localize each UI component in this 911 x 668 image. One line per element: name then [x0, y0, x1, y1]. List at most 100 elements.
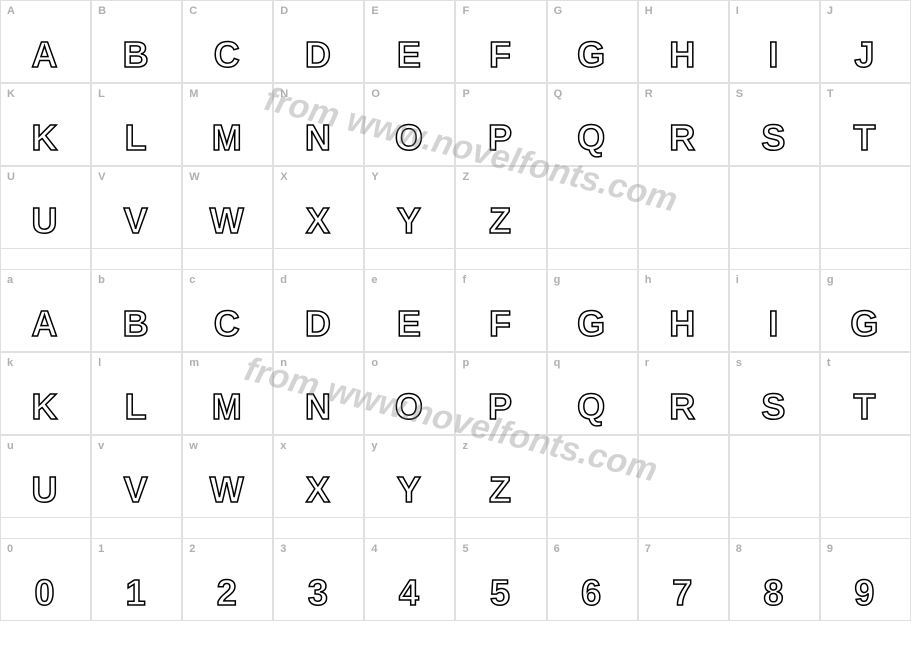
cell-label: h	[645, 274, 652, 286]
glyph-cell: WW	[182, 166, 273, 249]
spacer-cell	[455, 518, 546, 538]
cell-glyph: E	[365, 34, 454, 76]
cell-glyph: W	[183, 200, 272, 242]
cell-glyph: L	[92, 386, 181, 428]
cell-glyph: 3	[274, 572, 363, 614]
glyph-cell: 22	[182, 538, 273, 621]
cell-label: K	[7, 88, 15, 100]
spacer-cell	[182, 518, 273, 538]
cell-glyph: M	[183, 386, 272, 428]
cell-glyph: 7	[639, 572, 728, 614]
spacer-cell	[638, 518, 729, 538]
cell-glyph: U	[1, 200, 90, 242]
glyph-cell: BB	[91, 0, 182, 83]
glyph-cell: aA	[0, 269, 91, 352]
cell-glyph: P	[456, 386, 545, 428]
cell-label: b	[98, 274, 105, 286]
cell-label: E	[371, 5, 378, 17]
glyph-cell: mM	[182, 352, 273, 435]
glyph-cell: fF	[455, 269, 546, 352]
cell-glyph: Y	[365, 469, 454, 511]
spacer-cell	[0, 518, 91, 538]
cell-label: r	[645, 357, 649, 369]
cell-label: l	[98, 357, 101, 369]
spacer-cell	[820, 249, 911, 269]
glyph-cell: hH	[638, 269, 729, 352]
spacer-cell	[638, 249, 729, 269]
cell-label: u	[7, 440, 14, 452]
cell-label: g	[827, 274, 834, 286]
cell-label: C	[189, 5, 197, 17]
cell-glyph: F	[456, 303, 545, 345]
cell-label: f	[462, 274, 466, 286]
cell-glyph: T	[821, 386, 910, 428]
cell-glyph: B	[92, 303, 181, 345]
glyph-cell: tT	[820, 352, 911, 435]
cell-glyph: D	[274, 34, 363, 76]
cell-glyph: A	[1, 303, 90, 345]
glyph-cell: TT	[820, 83, 911, 166]
glyph-cell: DD	[273, 0, 364, 83]
cell-glyph: I	[730, 34, 819, 76]
cell-label: X	[280, 171, 287, 183]
cell-glyph: Y	[365, 200, 454, 242]
cell-glyph: K	[1, 117, 90, 159]
cell-glyph: E	[365, 303, 454, 345]
spacer-cell	[364, 518, 455, 538]
glyph-cell: uU	[0, 435, 91, 518]
spacer-cell	[182, 249, 273, 269]
cell-glyph: 9	[821, 572, 910, 614]
spacer-cell	[455, 249, 546, 269]
glyph-cell: sS	[729, 352, 820, 435]
cell-glyph: 6	[548, 572, 637, 614]
cell-label: G	[554, 5, 563, 17]
cell-label: L	[98, 88, 105, 100]
glyph-cell: JJ	[820, 0, 911, 83]
glyph-cell	[547, 435, 638, 518]
glyph-cell: rR	[638, 352, 729, 435]
cell-glyph: N	[274, 117, 363, 159]
cell-glyph: V	[92, 200, 181, 242]
cell-glyph: R	[639, 386, 728, 428]
cell-label: 0	[7, 543, 13, 555]
cell-label: y	[371, 440, 377, 452]
cell-label: F	[462, 5, 469, 17]
glyph-cell: EE	[364, 0, 455, 83]
glyph-cell: 77	[638, 538, 729, 621]
cell-label: a	[7, 274, 13, 286]
cell-label: 4	[371, 543, 377, 555]
cell-label: c	[189, 274, 195, 286]
glyph-cell: vV	[91, 435, 182, 518]
cell-label: g	[554, 274, 561, 286]
cell-glyph: 1	[92, 572, 181, 614]
cell-glyph: G	[548, 34, 637, 76]
spacer-cell	[273, 518, 364, 538]
glyph-cell: nN	[273, 352, 364, 435]
cell-glyph: D	[274, 303, 363, 345]
cell-glyph: C	[183, 34, 272, 76]
cell-label: O	[371, 88, 380, 100]
cell-glyph: Q	[548, 386, 637, 428]
cell-label: P	[462, 88, 469, 100]
cell-label: 6	[554, 543, 560, 555]
cell-glyph: C	[183, 303, 272, 345]
glyph-cell: kK	[0, 352, 91, 435]
glyph-cell: QQ	[547, 83, 638, 166]
spacer-cell	[729, 518, 820, 538]
cell-glyph: W	[183, 469, 272, 511]
glyph-cell	[638, 435, 729, 518]
glyph-cell	[547, 166, 638, 249]
glyph-cell: VV	[91, 166, 182, 249]
glyph-cell: 33	[273, 538, 364, 621]
glyph-cell	[820, 166, 911, 249]
cell-label: R	[645, 88, 653, 100]
cell-label: D	[280, 5, 288, 17]
cell-label: 7	[645, 543, 651, 555]
font-chart: AABBCCDDEEFFGGHHIIJJKKLLMMNNOOPPQQRRSSTT…	[0, 0, 911, 621]
cell-label: i	[736, 274, 739, 286]
cell-label: 9	[827, 543, 833, 555]
spacer-cell	[820, 518, 911, 538]
cell-glyph: I	[730, 303, 819, 345]
glyph-cell: oO	[364, 352, 455, 435]
cell-glyph: 2	[183, 572, 272, 614]
